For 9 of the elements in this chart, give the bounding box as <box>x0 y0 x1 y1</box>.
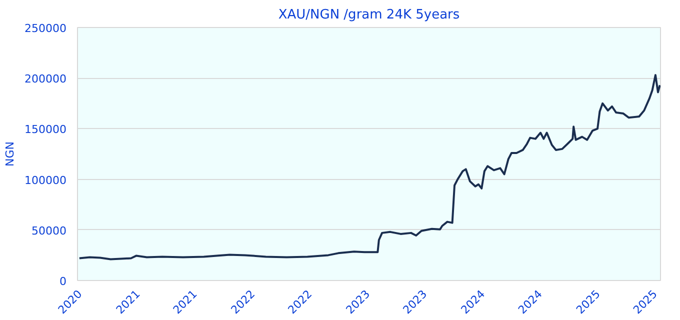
y-tick-label: 0 <box>60 275 66 288</box>
y-tick-label: 150000 <box>24 123 67 136</box>
y-tick-label: 250000 <box>24 22 67 35</box>
y-tick-label: 200000 <box>24 72 67 86</box>
line-series <box>78 74 660 260</box>
y-tick-label: 100000 <box>24 174 67 187</box>
y-axis-title: NGN <box>4 142 17 166</box>
y-tick-label: 50000 <box>32 224 67 238</box>
chart-title: XAU/NGN /gram 24K 5years <box>278 8 460 22</box>
